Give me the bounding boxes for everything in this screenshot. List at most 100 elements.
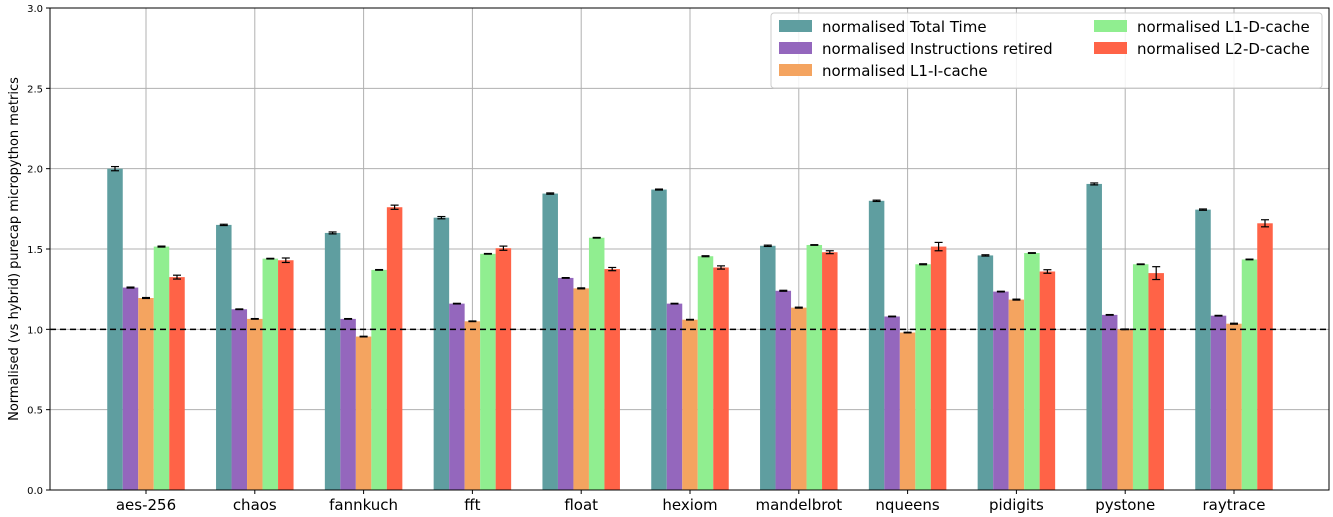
bar: [557, 277, 574, 490]
bar: [247, 318, 263, 490]
x-tick-label: fannkuch: [329, 496, 398, 514]
bar: [1024, 253, 1040, 490]
bar: [822, 252, 838, 490]
y-axis-label: Normalised (vs hybrid) purecap micropyth…: [7, 77, 22, 421]
error-bar: [1136, 263, 1145, 266]
error-bar: [1230, 322, 1238, 325]
x-tick-label: float: [564, 496, 598, 514]
bar: [169, 277, 185, 490]
y-axis-ticks: 0.0 0.5 1.0 1.5 2.0 2.5 3.0: [27, 4, 50, 497]
error-bar: [872, 199, 881, 203]
bar: [1117, 329, 1133, 490]
bar: [231, 309, 248, 490]
bar: [1241, 259, 1258, 490]
error-bar: [173, 274, 181, 280]
bar: [1008, 299, 1025, 490]
bar: [1086, 183, 1102, 490]
error-bar: [888, 315, 897, 318]
bar: [682, 319, 698, 490]
bar: [1039, 271, 1056, 490]
x-tick-label: nqueens: [875, 496, 939, 514]
bar: [1132, 264, 1149, 490]
bar: [386, 207, 403, 490]
legend-label: normalised L1-D-cache: [1137, 18, 1310, 36]
legend-label: normalised L1-I-cache: [822, 62, 988, 80]
error-bar: [452, 302, 461, 305]
error-bar: [810, 244, 819, 246]
error-bar: [390, 204, 399, 210]
legend-swatch: [779, 20, 812, 32]
x-tick-label: aes-256: [116, 496, 176, 514]
legend-box: [770, 12, 1323, 89]
error-bar: [468, 320, 477, 323]
bar: [977, 255, 994, 490]
y-tick-label: 3.0: [27, 4, 43, 15]
error-bar: [1090, 182, 1099, 186]
bar: [153, 246, 170, 490]
error-bar: [546, 192, 555, 195]
bar: [1210, 315, 1227, 490]
legend-item: normalised Instructions retired: [779, 40, 1053, 58]
bar: [915, 264, 931, 490]
error-bar: [561, 276, 570, 279]
bar: [775, 290, 792, 490]
legend-swatch: [779, 64, 812, 76]
error-bar: [219, 223, 228, 227]
error-bar: [1245, 258, 1254, 261]
bar: [760, 245, 776, 490]
error-bar: [344, 317, 353, 320]
error-bar: [1012, 298, 1021, 301]
bar: [278, 260, 294, 490]
x-tick-label: fft: [464, 496, 480, 514]
error-bar: [328, 231, 337, 235]
bar: [216, 224, 232, 490]
error-bar: [919, 263, 928, 266]
bar: [433, 217, 450, 491]
error-bar: [1261, 219, 1269, 228]
bar: [930, 246, 947, 490]
bar: [122, 287, 139, 490]
x-tick-label: pidigits: [989, 496, 1044, 514]
error-bar: [1199, 208, 1207, 211]
y-tick-label: 1.5: [27, 245, 43, 256]
legend-swatch: [1094, 20, 1127, 32]
error-bar: [701, 255, 710, 258]
error-bar: [266, 257, 275, 260]
bar: [651, 189, 667, 490]
error-bar: [359, 335, 368, 338]
bar: [588, 237, 605, 490]
bar: [604, 269, 620, 490]
legend-label: normalised Instructions retired: [822, 40, 1053, 58]
error-bar: [577, 287, 586, 290]
bar: [138, 298, 154, 490]
error-bar: [250, 317, 259, 320]
bar: [993, 291, 1009, 490]
error-bar: [157, 245, 166, 248]
x-tick-label: raytrace: [1203, 496, 1266, 514]
error-bar: [235, 308, 244, 311]
error-bar: [825, 250, 834, 255]
error-bar: [499, 245, 508, 251]
legend-item: normalised L1-I-cache: [779, 62, 988, 80]
y-tick-label: 0.0: [27, 486, 43, 497]
bar: [324, 232, 341, 490]
error-bar: [934, 241, 943, 252]
y-tick-label: 1.0: [27, 325, 43, 336]
error-bar: [281, 257, 290, 264]
bar: [495, 248, 512, 490]
y-tick-label: 2.0: [27, 165, 43, 176]
bar: [884, 316, 900, 490]
bar: [868, 200, 885, 491]
bar: [666, 303, 683, 490]
error-bar: [763, 244, 772, 248]
error-bar: [903, 331, 912, 334]
error-bar: [483, 252, 492, 255]
bar: [464, 321, 481, 490]
bar: [1148, 273, 1164, 490]
error-bar: [126, 286, 135, 289]
error-bar: [142, 296, 150, 300]
error-bar: [779, 289, 788, 292]
error-bar: [996, 290, 1005, 293]
bar: [697, 256, 714, 490]
